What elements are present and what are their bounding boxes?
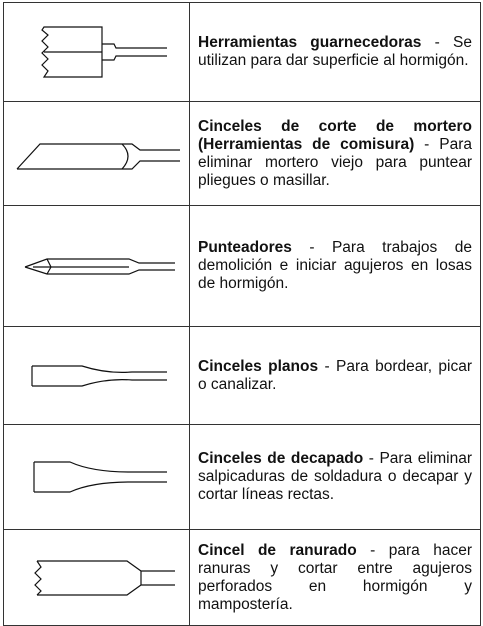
tool-description: Cincel de ranurado - para hacer ranuras … xyxy=(190,530,480,625)
tool-name: Cinceles planos xyxy=(198,357,319,375)
tool-image xyxy=(4,327,190,424)
tool-name: Cinceles de decapado xyxy=(198,450,364,467)
tool-text: - Para trabajos de demolición e iniciar … xyxy=(198,239,472,292)
tool-text: - Para eliminar mortero viejo para punte… xyxy=(198,135,472,189)
tool-table: Herramientas guarnecedoras - Se utilizan… xyxy=(3,2,481,626)
tool-text: - Para eliminar salpicaduras de soldadur… xyxy=(198,450,472,503)
ranurado-drawing xyxy=(33,559,175,596)
punteador-drawing xyxy=(24,258,175,275)
tool-name: Cincel de ranurado xyxy=(198,541,357,559)
tool-description: Cinceles de corte de mortero (Herramient… xyxy=(190,102,480,205)
tool-text: - para hacer ranuras y cortar entre aguj… xyxy=(198,541,472,613)
tool-image xyxy=(4,206,190,326)
tool-description: Cinceles planos - Para bordear, picar o … xyxy=(190,327,480,424)
tool-name: Punteadores xyxy=(198,239,292,256)
tool-image xyxy=(4,530,190,625)
tool-name: Cinceles de corte de mortero (Herramient… xyxy=(198,117,472,153)
tool-image xyxy=(4,425,190,529)
table-row: Punteadores - Para trabajos de demolició… xyxy=(4,205,480,326)
plano-drawing xyxy=(30,364,167,387)
mortero-drawing xyxy=(16,142,180,170)
table-row: Cinceles de corte de mortero (Herramient… xyxy=(4,101,480,205)
tool-text: - Para bordear, picar o canalizar. xyxy=(198,357,472,393)
tool-description: Punteadores - Para trabajos de demolició… xyxy=(190,206,480,326)
guarnecedora-drawing xyxy=(40,26,167,78)
tool-description: Herramientas guarnecedoras - Se utilizan… xyxy=(190,3,480,101)
tool-image xyxy=(4,102,190,205)
tool-name: Herramientas guarnecedoras xyxy=(198,34,422,51)
decapado-drawing xyxy=(32,461,167,493)
tool-text: - Se utilizan para dar superficie al hor… xyxy=(198,34,473,69)
tool-description: Cinceles de decapado - Para eliminar sal… xyxy=(190,425,480,529)
tool-image xyxy=(4,3,190,101)
table-row: Herramientas guarnecedoras - Se utilizan… xyxy=(4,3,480,101)
table-row: Cinceles planos - Para bordear, picar o … xyxy=(4,326,480,424)
table-row: Cincel de ranurado - para hacer ranuras … xyxy=(4,529,480,625)
table-row: Cinceles de decapado - Para eliminar sal… xyxy=(4,424,480,529)
